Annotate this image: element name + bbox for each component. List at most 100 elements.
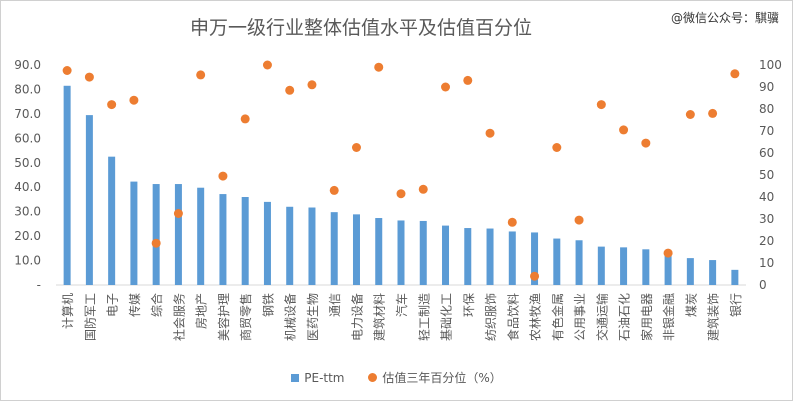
x-category-label: 环保 xyxy=(462,293,476,317)
bar-pe-ttm xyxy=(709,260,717,285)
x-category-label: 国防军工 xyxy=(82,293,97,341)
bar-pe-ttm xyxy=(375,218,383,285)
x-category-label: 房地产 xyxy=(194,293,209,329)
y-right-tick-label: 20 xyxy=(759,234,774,248)
x-category-label: 社会服务 xyxy=(171,293,186,341)
x-category-label: 电子 xyxy=(106,293,120,317)
y-left-tick-label: - xyxy=(37,278,41,292)
x-category-label: 建筑材料 xyxy=(372,293,387,341)
point-percentile xyxy=(329,185,339,195)
bar-pe-ttm xyxy=(419,220,427,285)
point-percentile xyxy=(396,189,406,199)
y-right-tick-label: 50 xyxy=(759,168,774,182)
bar-pe-ttm xyxy=(152,184,160,285)
y-left-tick-label: 40.0 xyxy=(14,180,41,194)
x-category-label: 交通运输 xyxy=(594,293,609,341)
bar-pe-ttm xyxy=(330,212,338,285)
x-category-label: 农林牧渔 xyxy=(529,293,543,341)
x-category-label: 电力设备 xyxy=(350,293,364,341)
point-percentile xyxy=(574,215,584,225)
point-percentile xyxy=(351,143,361,152)
y-right-tick-label: 0 xyxy=(759,278,767,292)
point-percentile xyxy=(663,248,673,258)
point-percentile xyxy=(262,60,272,70)
bar-pe-ttm xyxy=(219,194,227,285)
bar-pe-ttm xyxy=(486,228,494,285)
x-category-label: 通信 xyxy=(328,293,342,317)
point-percentile xyxy=(685,110,695,119)
x-category-label: 食品饮料 xyxy=(505,293,520,341)
point-percentile xyxy=(507,217,517,227)
point-percentile xyxy=(107,100,117,110)
legend-item-percentile: 估值三年百分位（%） xyxy=(368,369,502,386)
legend-item-pe: PE-ttm xyxy=(291,371,345,385)
point-percentile xyxy=(619,125,629,135)
point-percentile xyxy=(307,80,317,90)
bar-pe-ttm xyxy=(63,85,71,286)
x-category-label: 商贸零售 xyxy=(238,293,253,341)
bar-pe-ttm xyxy=(308,207,316,285)
y-left-tick-label: 80.0 xyxy=(14,82,41,96)
point-percentile xyxy=(485,128,495,138)
y-right-tick-label: 30 xyxy=(759,212,774,226)
point-percentile xyxy=(596,100,606,110)
bar-pe-ttm xyxy=(575,240,583,285)
x-category-label: 家用电器 xyxy=(639,293,654,341)
bar-pe-ttm xyxy=(731,269,739,285)
legend-swatch-dot xyxy=(368,373,378,382)
point-percentile xyxy=(62,66,72,75)
y-left-tick-label: 70.0 xyxy=(14,107,41,121)
y-right-tick-label: 70 xyxy=(759,124,774,138)
y-left-tick-label: 30.0 xyxy=(14,205,41,219)
x-category-label: 医药生物 xyxy=(306,293,320,341)
bar-pe-ttm xyxy=(442,225,450,285)
point-percentile xyxy=(84,72,94,82)
y-right-tick-label: 40 xyxy=(759,190,774,204)
bar-pe-ttm xyxy=(197,187,205,285)
point-percentile xyxy=(240,114,250,124)
bar-pe-ttm xyxy=(352,214,360,285)
x-category-label: 计算机 xyxy=(60,293,75,329)
y-right-tick-label: 80 xyxy=(759,102,774,116)
y-left-tick-label: 20.0 xyxy=(14,229,41,243)
x-category-label: 建筑装饰 xyxy=(706,293,721,341)
bar-pe-ttm xyxy=(597,246,605,285)
x-category-label: 银行 xyxy=(729,293,743,317)
bar-pe-ttm xyxy=(642,249,650,285)
point-percentile xyxy=(641,138,651,148)
y-left-tick-label: 60.0 xyxy=(14,131,41,145)
x-category-label: 非银金融 xyxy=(661,293,676,341)
y-left-tick-label: 10.0 xyxy=(14,254,41,268)
x-category-label: 传媒 xyxy=(127,293,142,317)
x-category-label: 美容护理 xyxy=(216,293,231,341)
point-percentile xyxy=(552,143,562,152)
y-right-tick-label: 90 xyxy=(759,80,774,94)
point-percentile xyxy=(463,75,473,85)
legend-swatch-bar xyxy=(291,374,300,382)
bar-pe-ttm xyxy=(620,247,628,285)
bar-pe-ttm xyxy=(531,232,539,285)
legend-label-pe: PE-ttm xyxy=(304,371,345,385)
bar-pe-ttm xyxy=(286,206,294,285)
bar-pe-ttm xyxy=(85,115,93,285)
x-category-label: 轻工制造 xyxy=(417,293,431,341)
bar-pe-ttm xyxy=(508,231,516,285)
y-right-tick-label: 60 xyxy=(759,146,774,160)
point-percentile xyxy=(374,62,384,72)
x-category-label: 综合 xyxy=(149,293,164,317)
bar-pe-ttm xyxy=(397,220,405,285)
point-percentile xyxy=(730,69,740,79)
legend-label-percentile: 估值三年百分位（%） xyxy=(382,371,502,385)
watermark-text: @微信公众号：騏骥 xyxy=(671,11,780,25)
y-right-tick-label: 10 xyxy=(759,256,774,270)
bar-pe-ttm xyxy=(108,156,116,285)
point-percentile xyxy=(218,171,228,181)
bar-pe-ttm xyxy=(263,201,271,285)
bar-pe-ttm xyxy=(130,181,138,285)
x-category-label: 石油石化 xyxy=(618,293,632,341)
x-category-label: 机械设备 xyxy=(283,293,298,341)
bar-pe-ttm xyxy=(686,258,694,285)
point-percentile xyxy=(196,70,206,80)
